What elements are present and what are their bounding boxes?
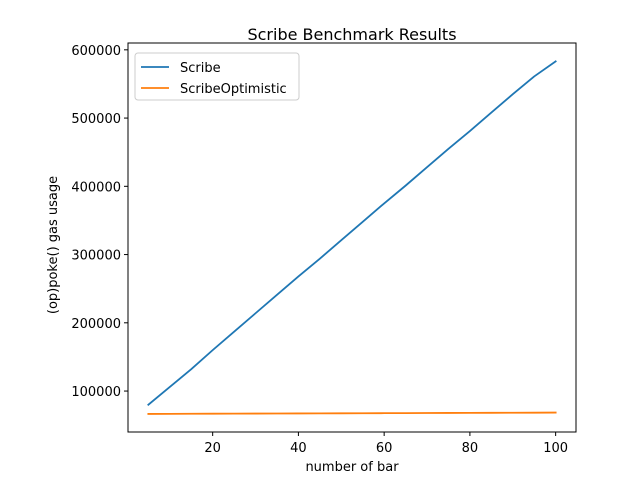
data-point	[341, 413, 342, 414]
y-tick-label: 400000	[71, 180, 121, 195]
x-tick-label: 100	[543, 441, 568, 456]
data-point	[212, 413, 213, 414]
data-point	[255, 413, 256, 414]
x-tick-label: 40	[290, 441, 307, 456]
plot-area	[127, 42, 577, 433]
data-point	[534, 76, 535, 77]
data-point	[212, 350, 213, 351]
x-tick-label: 20	[204, 441, 221, 456]
data-point	[191, 369, 192, 370]
legend-box	[134, 52, 300, 101]
data-point	[276, 413, 277, 414]
data-point	[169, 386, 170, 387]
data-point	[534, 412, 535, 413]
data-point	[148, 413, 149, 414]
data-point	[298, 413, 299, 414]
data-point	[491, 112, 492, 113]
series-line-1	[147, 60, 557, 406]
data-point	[255, 313, 256, 314]
data-point	[405, 413, 406, 414]
data-point	[426, 167, 427, 168]
y-tick-label: 500000	[71, 112, 121, 127]
x-axis-label: number of bar	[305, 460, 399, 475]
y-axis-label: (op)poke() gas usage	[46, 176, 61, 314]
data-point	[148, 404, 149, 405]
data-point	[469, 412, 470, 413]
x-tick-label: 80	[462, 441, 479, 456]
series-line-2	[147, 411, 557, 415]
x-tick-label: 60	[376, 441, 393, 456]
y-tick-label: 100000	[71, 385, 121, 400]
legend-label-2: ScribeOptimistic	[180, 82, 287, 97]
data-point	[469, 130, 470, 131]
data-point	[512, 412, 513, 413]
data-point	[491, 412, 492, 413]
data-point	[555, 61, 556, 62]
data-point	[555, 412, 556, 413]
data-point	[384, 413, 385, 414]
data-point	[191, 413, 192, 414]
data-point	[405, 185, 406, 186]
data-point	[448, 148, 449, 149]
y-tick-label: 300000	[71, 249, 121, 264]
data-point	[426, 412, 427, 413]
data-point	[341, 240, 342, 241]
axis-ticks: 20 40 60 80 100 100000 200000 300000 400000 50000…	[71, 44, 568, 456]
data-point	[298, 276, 299, 277]
data-point	[319, 413, 320, 414]
y-tick-label: 600000	[71, 44, 121, 59]
data-point	[362, 413, 363, 414]
data-point	[384, 203, 385, 204]
data-point	[362, 221, 363, 222]
y-tick-label: 200000	[71, 317, 121, 332]
data-point	[512, 94, 513, 95]
data-point	[276, 294, 277, 295]
legend: Scribe ScribeOptimistic	[134, 52, 300, 101]
chart-title: Scribe Benchmark Results	[247, 25, 456, 44]
data-point	[234, 413, 235, 414]
axes-frame	[127, 42, 577, 433]
legend-label-1: Scribe	[180, 61, 221, 76]
data-point	[169, 413, 170, 414]
data-point	[319, 258, 320, 259]
data-point	[234, 331, 235, 332]
data-point	[448, 412, 449, 413]
